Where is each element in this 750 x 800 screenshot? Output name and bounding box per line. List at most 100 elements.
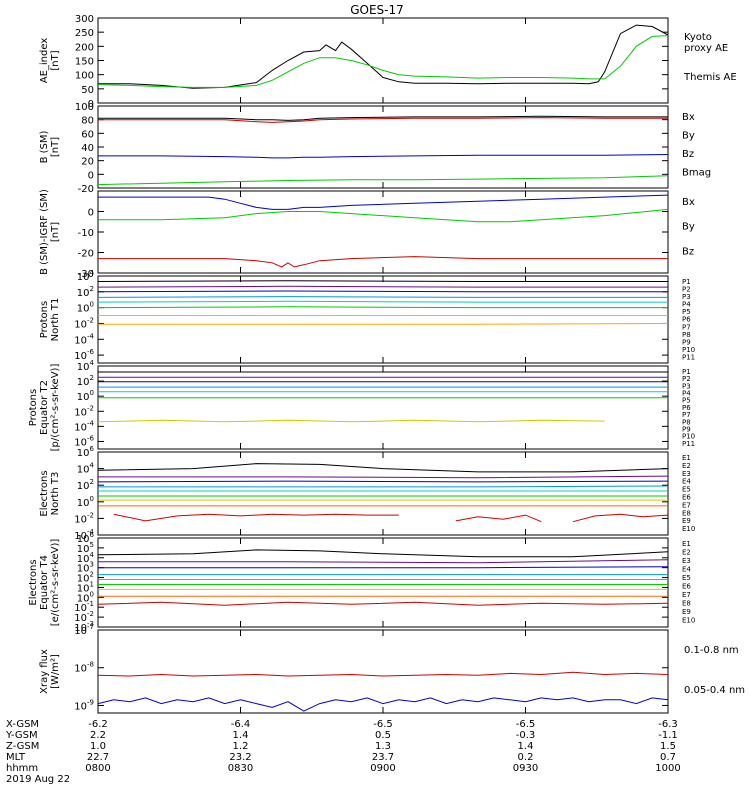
y-tick-label: 150: [75, 57, 94, 68]
series-line: [113, 513, 399, 522]
y-tick-label: 60: [81, 129, 94, 140]
legend-entry: E3: [682, 470, 691, 478]
panel-2: 100 80 60 40 20 0 -20 B (SM) [nT] Bx By Bz Bmag: [39, 102, 711, 195]
legend-entry: E6: [682, 494, 691, 502]
legend: Bx By Bz: [682, 197, 695, 257]
panel-frame: [97, 190, 669, 274]
ephemeris-value: 22.7: [87, 752, 109, 763]
ephemeris-value: 23.2: [229, 752, 251, 763]
y-tick-label: 104: [77, 359, 95, 373]
y-tick-label: 10-6: [74, 434, 94, 448]
y-tick-label: 10-4: [74, 419, 94, 433]
series-line: [97, 697, 669, 712]
y-tick-label: 103: [77, 561, 94, 575]
ephemeris-value: -6.5: [373, 719, 393, 730]
y-tick-label: 10-2: [74, 511, 94, 525]
y-tick-label: 106: [77, 445, 95, 459]
y-tick-label: 100: [77, 389, 94, 403]
legend-entry: P7: [682, 411, 691, 419]
legend-entry: E4: [682, 478, 691, 486]
series-line: [97, 296, 668, 298]
y-axis-label: North T1: [50, 298, 61, 342]
series-line: [97, 463, 669, 473]
legend-entry: P7: [682, 323, 691, 331]
ephemeris-value: 0.2: [518, 752, 534, 763]
legend: 0.1-0.8 nm 0.05-0.4 nm: [684, 645, 745, 696]
y-tick-label: 10-2: [74, 610, 94, 624]
legend-entry: P10: [682, 433, 695, 441]
legend-entry: P4: [682, 301, 691, 309]
legend-entry: P10: [682, 346, 695, 354]
series-line: [98, 117, 668, 123]
legend-entry: P8: [682, 418, 691, 426]
legend-entry: 0.05-0.4 nm: [684, 685, 745, 696]
y-tick-label: 102: [77, 285, 94, 299]
legend-entry: P9: [682, 425, 691, 433]
y-tick-label: -20: [78, 249, 94, 260]
y-tick-label: 0: [88, 208, 94, 219]
legend-entry: E2: [682, 462, 691, 470]
legend-entry: E4: [682, 566, 691, 574]
series-line: [97, 480, 669, 483]
series-line: [97, 175, 669, 186]
ephemeris-value: -6.4: [231, 719, 251, 730]
ephemeris-value: -1.1: [658, 730, 678, 741]
panel-1: 300 250 200 150 100 50 0 AE_index [nT] Kyotoproxy…: [39, 14, 737, 110]
y-tick-label: 10-3: [74, 620, 94, 634]
y-tick-label: 0: [88, 99, 94, 110]
legend-entry: E2: [682, 549, 691, 557]
y-axis-label: AE_index: [39, 38, 50, 84]
panel-frame: [97, 275, 669, 364]
ephemeris-value: 1.4: [233, 730, 249, 741]
series-line: [572, 513, 669, 523]
legend-entry: E9: [682, 517, 691, 525]
y-axis-label: North T3: [50, 472, 61, 516]
ephemeris-value: 0800: [85, 763, 110, 774]
series-line: [98, 559, 669, 564]
ephemeris-value: 1.4: [518, 741, 534, 752]
legend-entry: Themis AE: [683, 72, 737, 83]
y-tick-label: 10-1: [74, 600, 94, 614]
y-tick-label: 40: [81, 143, 94, 154]
series-line: [97, 300, 668, 303]
legend-entry: P3: [682, 293, 691, 301]
legend-entry: E10: [682, 525, 695, 533]
y-tick-label: 250: [75, 28, 94, 39]
legend-entry: Bz: [682, 149, 694, 160]
y-tick-label: 50: [81, 85, 94, 96]
legend-entry: E7: [682, 501, 691, 509]
legend: Bx By Bz Bmag: [682, 112, 711, 179]
legend-entry: E1: [682, 540, 691, 548]
y-tick-label: -10: [78, 228, 94, 239]
y-tick-label: 100: [75, 71, 94, 82]
y-tick-label: 106: [77, 531, 95, 545]
legend-entry: 0.1-0.8 nm: [684, 645, 739, 656]
panel-frame: [97, 17, 669, 104]
y-axis-label: [nT]: [50, 137, 61, 157]
ephemeris-value: -6.3: [658, 719, 678, 730]
ephemeris-value: 1.2: [233, 741, 249, 752]
y-tick-label: 10-7: [74, 623, 94, 637]
y-tick-label: 10-9: [74, 698, 94, 712]
legend-entry: P9: [682, 338, 691, 346]
y-tick-label: 10-2: [74, 404, 94, 418]
ephemeris-value: 0.5: [375, 730, 391, 741]
y-tick-label: 300: [75, 14, 94, 25]
y-axis-label: [e/(cm²-s-sr-keV)]: [50, 539, 61, 627]
legend-entry: P3: [682, 382, 691, 390]
series-line: [97, 285, 668, 288]
y-tick-label: -30: [78, 269, 94, 280]
legend-entry: P1: [682, 368, 691, 376]
legend-entry: proxy AE: [684, 43, 728, 54]
legend-entry: P1: [682, 278, 691, 286]
series-line: [98, 154, 669, 159]
ephemeris-value: 1.5: [660, 741, 676, 752]
ephemeris-value: -6.5: [516, 719, 536, 730]
y-tick-label: 200: [75, 42, 94, 53]
